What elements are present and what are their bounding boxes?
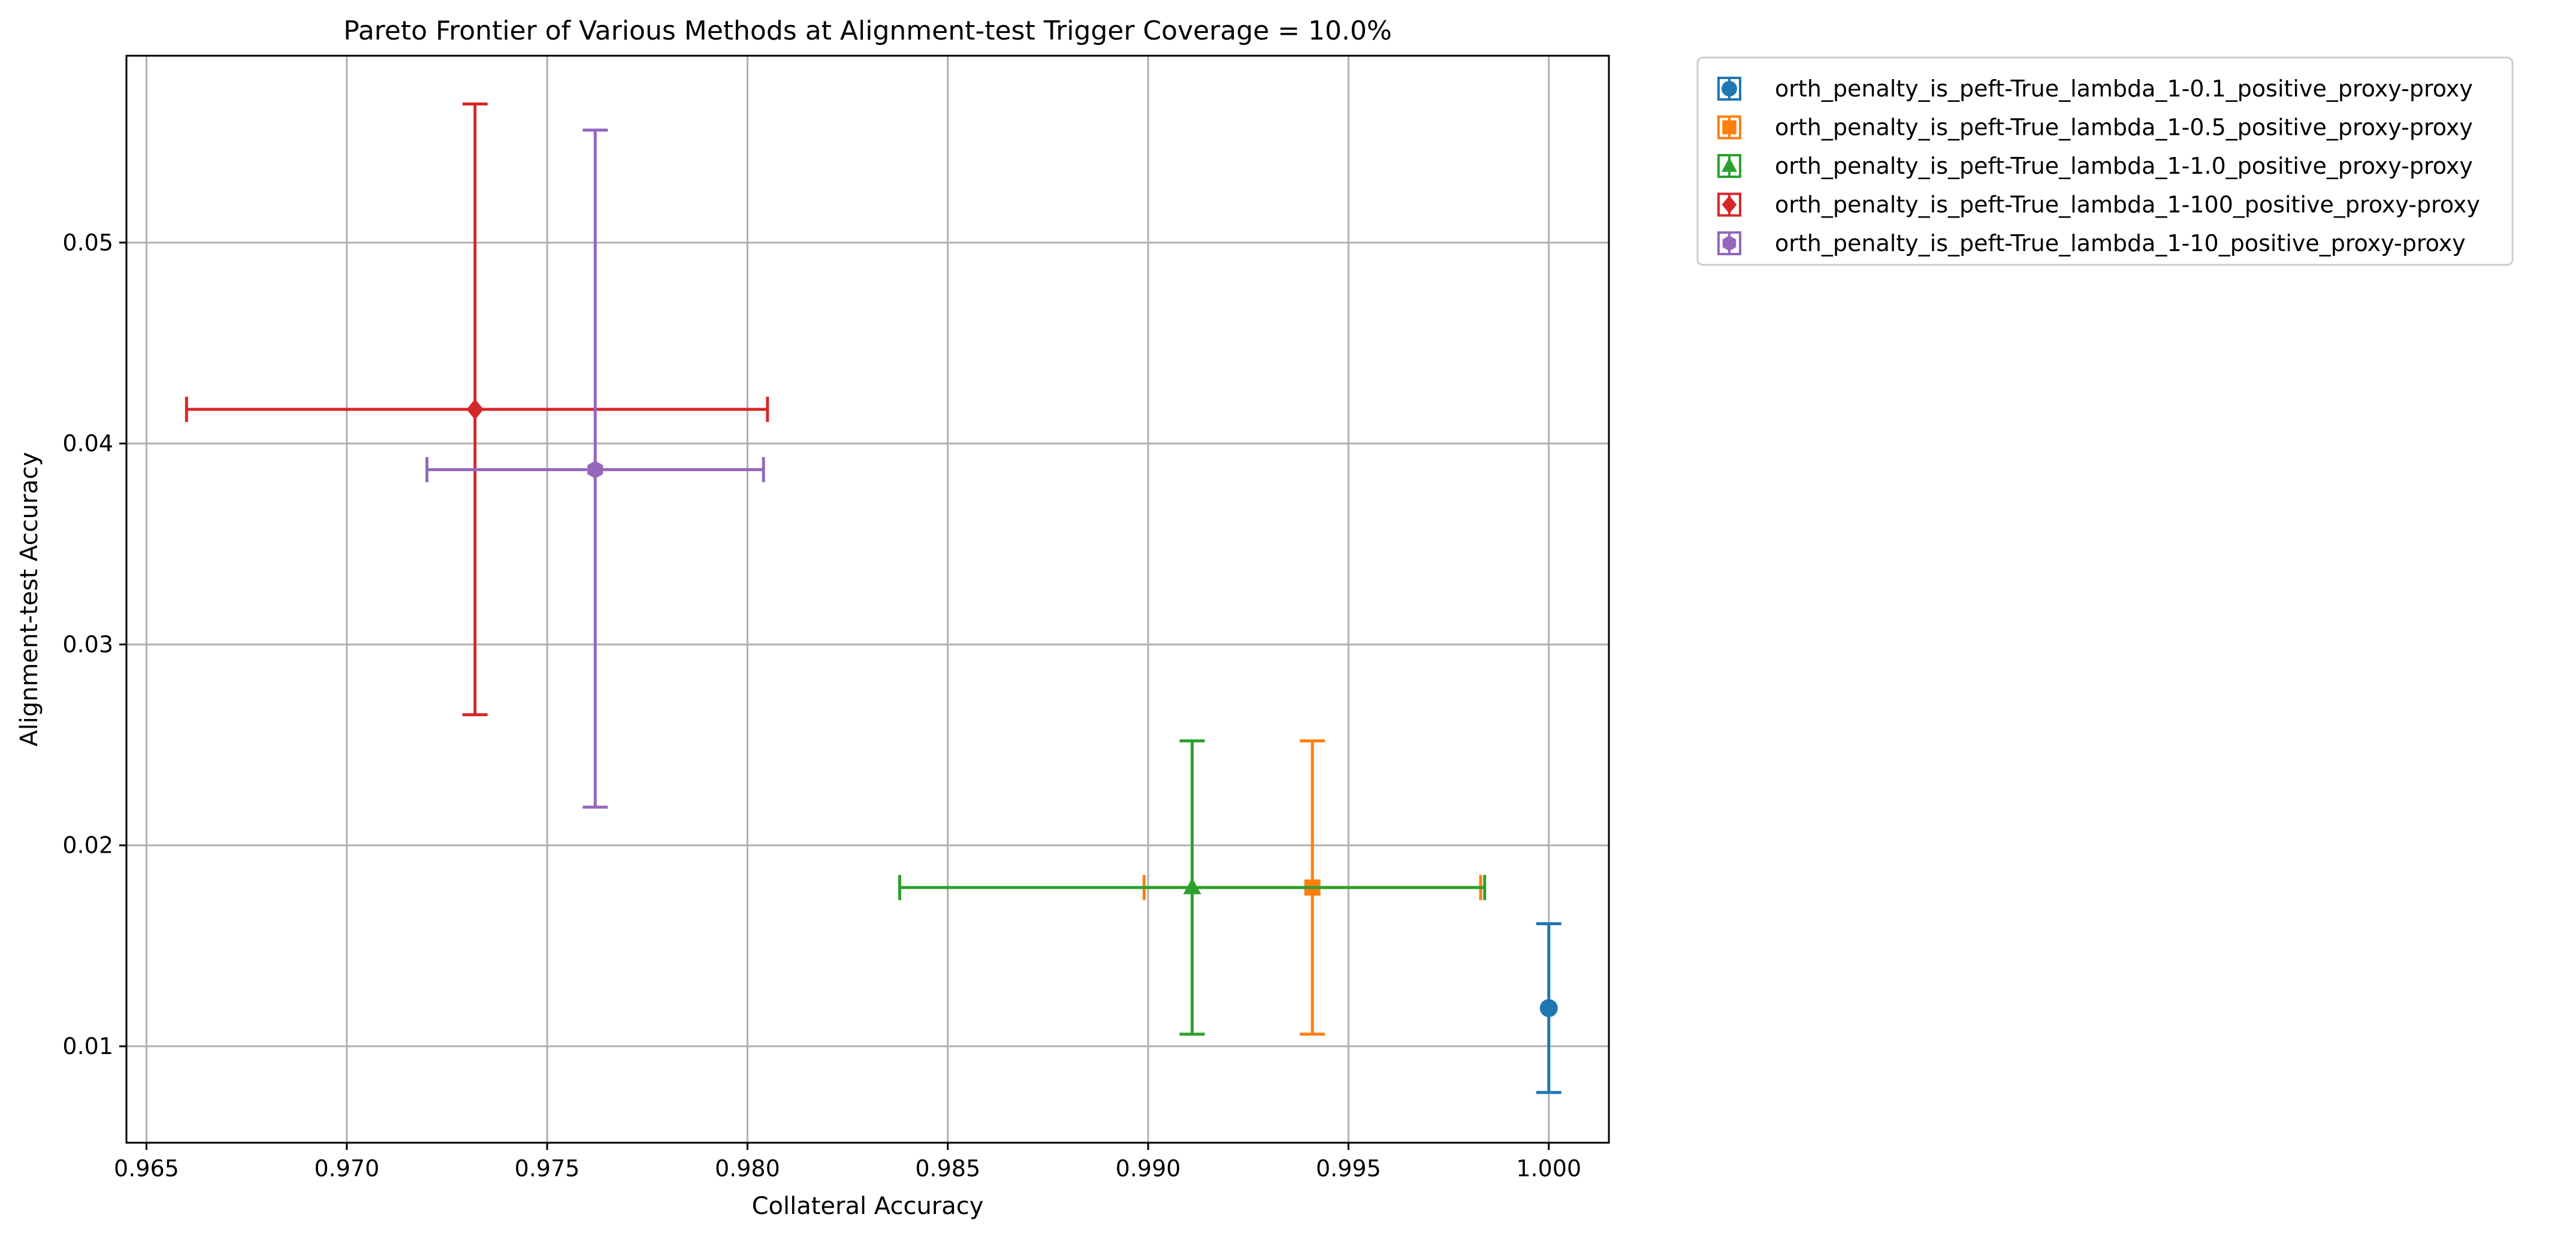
legend-item-5: orth_penalty_is_peft-True_lambda_1-10_po… — [1717, 230, 2466, 256]
data-point — [587, 460, 603, 479]
x-axis-label: Collateral Accuracy — [752, 1192, 984, 1220]
legend-marker — [1722, 195, 1737, 214]
legend-item-2: orth_penalty_is_peft-True_lambda_1-0.5_p… — [1717, 114, 2473, 141]
series-4 — [185, 102, 769, 717]
x-tick-label: 0.965 — [114, 1155, 179, 1182]
y-tick-label: 0.02 — [62, 832, 113, 859]
x-tick-label: 1.000 — [1516, 1155, 1581, 1182]
legend-label: orth_penalty_is_peft-True_lambda_1-1.0_p… — [1775, 153, 2473, 179]
legend-label: orth_penalty_is_peft-True_lambda_1-100_p… — [1775, 192, 2480, 218]
legend-item-4: orth_penalty_is_peft-True_lambda_1-100_p… — [1717, 192, 2480, 218]
data-point — [466, 398, 484, 420]
legend-marker — [1722, 235, 1737, 251]
legend-label: orth_penalty_is_peft-True_lambda_1-0.5_p… — [1775, 114, 2473, 141]
legend-items: orth_penalty_is_peft-True_lambda_1-0.1_p… — [1717, 76, 2480, 256]
x-tick-label: 0.995 — [1316, 1155, 1381, 1182]
y-tick-label: 0.05 — [62, 230, 113, 256]
legend-label: orth_penalty_is_peft-True_lambda_1-0.1_p… — [1775, 76, 2473, 102]
x-tick-label: 0.970 — [314, 1155, 379, 1182]
chart-title: Pareto Frontier of Various Methods at Al… — [343, 16, 1392, 46]
legend-marker — [1722, 157, 1737, 172]
y-tick-label: 0.04 — [62, 430, 113, 457]
y-axis-label: Alignment-test Accuracy — [16, 452, 43, 747]
y-tick-label: 0.03 — [62, 631, 113, 657]
legend-label: orth_penalty_is_peft-True_lambda_1-10_po… — [1775, 230, 2466, 256]
series-3 — [898, 739, 1487, 1036]
data-series — [185, 102, 1562, 1094]
grid-lines — [126, 56, 1609, 1143]
data-point — [1539, 999, 1558, 1017]
legend-item-1: orth_penalty_is_peft-True_lambda_1-0.1_p… — [1717, 76, 2473, 102]
legend-box — [1696, 56, 2514, 266]
legend-item-3: orth_penalty_is_peft-True_lambda_1-1.0_p… — [1717, 153, 2473, 179]
series-5 — [425, 128, 765, 809]
x-tick-label: 0.980 — [715, 1155, 780, 1182]
data-point — [1183, 877, 1201, 895]
x-tick-label: 0.975 — [515, 1155, 580, 1182]
legend-marker — [1722, 81, 1737, 96]
x-tick-label: 0.990 — [1116, 1155, 1181, 1182]
series-1 — [1536, 922, 1562, 1094]
axis-ticks: 0.965 0.970 0.975 0.980 0.985 0.990 0.995 1.000… — [62, 230, 1581, 1182]
legend: orth_penalty_is_peft-True_lambda_1-0.1_p… — [1696, 56, 2514, 266]
plot-frame — [125, 55, 1610, 1144]
y-tick-label: 0.01 — [62, 1033, 113, 1059]
legend-marker — [1722, 120, 1737, 135]
x-tick-label: 0.985 — [915, 1155, 980, 1182]
